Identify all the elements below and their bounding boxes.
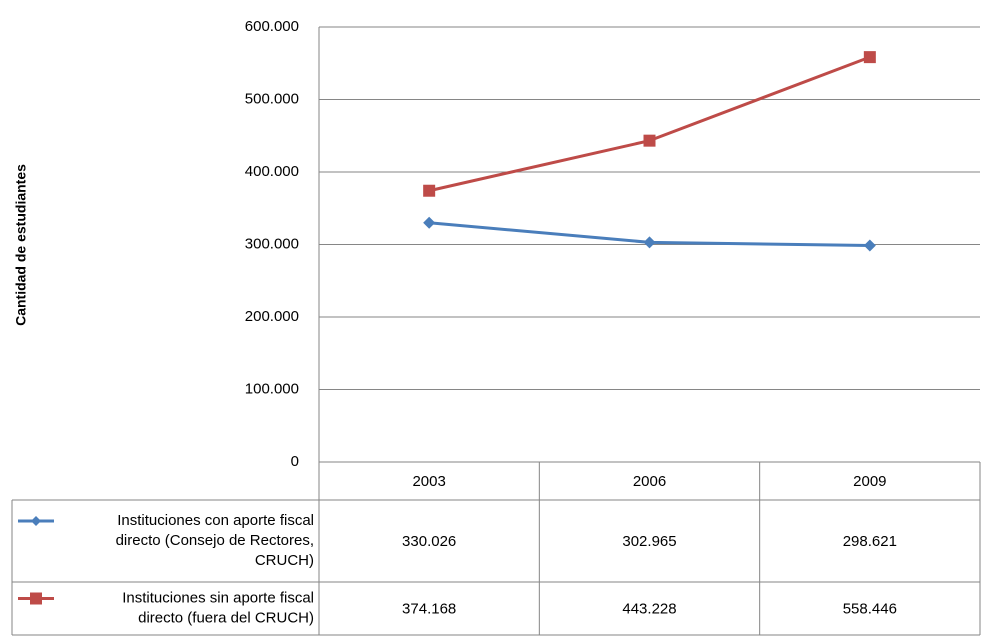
y-tick-label: 100.000 [245,380,299,397]
y-tick-label: 0 [291,453,299,470]
x-tick-label: 2009 [853,473,886,490]
data-label: 330.026 [402,533,456,550]
data-label: 374.168 [402,600,456,617]
series-line-1 [428,55,871,193]
data-point [863,239,876,252]
data-point [643,236,656,249]
series-name-line: Instituciones con aporte fiscal [117,512,314,529]
data-point [423,184,436,197]
y-tick-label: 500.000 [245,90,299,107]
series-name-line: directo (fuera del CRUCH) [138,609,314,626]
x-tick-label: 2006 [633,473,666,490]
data-label: 443.228 [622,600,676,617]
data-point [423,216,436,229]
data-point [643,134,656,147]
data-point [863,51,876,64]
series-name-line: CRUCH) [255,552,314,569]
series-name-line: Instituciones sin aporte fiscal [122,589,314,606]
y-tick-label: 300.000 [245,235,299,252]
legend-key-marker-1 [30,592,42,605]
data-label: 302.965 [622,533,676,550]
y-axis-label: Cantidad de estudiantes [13,164,29,326]
legend-key-marker-0 [31,516,41,526]
y-tick-label: 600.000 [245,18,299,35]
x-tick-label: 2003 [412,473,445,490]
y-tick-label: 400.000 [245,163,299,180]
y-tick-label: 200.000 [245,308,299,325]
series-name-line: directo (Consejo de Rectores, [116,532,314,549]
data-label: 558.446 [843,600,897,617]
data-label: 298.621 [843,533,897,550]
